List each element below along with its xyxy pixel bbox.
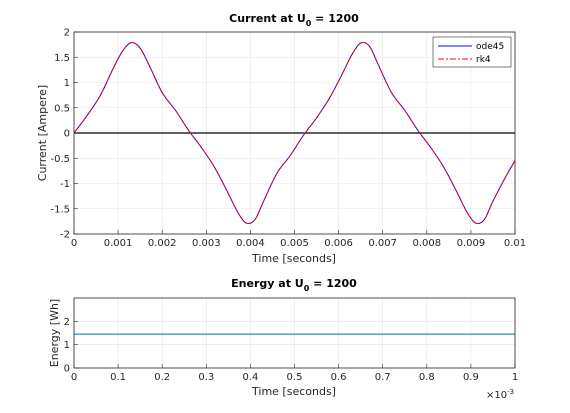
current-x-axis-label: Time [seconds] <box>251 252 336 265</box>
x-tick-label: 0.006 <box>324 238 353 249</box>
y-tick-label: -0.5 <box>50 154 70 165</box>
x-tick-label: 0.2 <box>154 372 170 383</box>
energy-x-exponent: ×10-3 <box>486 388 514 401</box>
energy-title: Energy at U0 = 1200 <box>231 277 357 293</box>
x-tick-label: 0.007 <box>368 238 397 249</box>
current-y-axis-label: Current [Ampere] <box>36 85 49 181</box>
y-tick-label: 2 <box>64 28 70 39</box>
x-tick-label: 0.9 <box>463 372 479 383</box>
x-tick-label: 0.002 <box>148 238 177 249</box>
x-tick-label: 0 <box>71 372 77 383</box>
y-tick-label: 0 <box>64 129 70 140</box>
x-tick-label: 0.003 <box>192 238 221 249</box>
y-tick-label: 1.5 <box>54 53 70 64</box>
energy-ticks: 0 0.1 0.2 0.3 0.4 0.5 0.6 0.7 0.8 0.9 1 0 1 2 <box>64 317 519 383</box>
y-tick-label: 2 <box>64 317 70 328</box>
y-tick-label: -1 <box>60 179 70 190</box>
energy-chart: 0 0.1 0.2 0.3 0.4 0.5 0.6 0.7 0.8 0.9 1 0 1 2 Energy … <box>48 277 518 401</box>
x-tick-label: 0.8 <box>419 372 435 383</box>
x-tick-label: 0.3 <box>198 372 214 383</box>
x-tick-label: 1 <box>512 372 518 383</box>
rk4-series-line <box>73 41 516 225</box>
y-tick-label: 0.5 <box>54 103 70 114</box>
current-series-group <box>73 41 516 225</box>
y-tick-label: -1.5 <box>50 204 70 215</box>
y-tick-label: 1 <box>64 78 70 89</box>
x-tick-label: 0.008 <box>412 238 441 249</box>
x-tick-label: 0.6 <box>331 372 347 383</box>
x-tick-label: 0.004 <box>236 238 265 249</box>
x-tick-label: 0.1 <box>110 372 126 383</box>
legend-box <box>432 36 512 68</box>
legend-label-rk4: rk4 <box>476 55 491 65</box>
current-ticks: 0 0.001 0.002 0.003 0.004 0.005 0.006 0.007 0.00… <box>50 28 526 250</box>
x-tick-label: 0.001 <box>104 238 133 249</box>
current-chart: 0 0.001 0.002 0.003 0.004 0.005 0.006 0.007 0.00… <box>36 12 526 265</box>
current-legend: ode45 rk4 <box>432 36 512 68</box>
x-tick-label: 0.7 <box>375 372 391 383</box>
y-tick-label: 0 <box>64 364 70 375</box>
current-title: Current at U0 = 1200 <box>229 12 359 28</box>
x-tick-label: 0.4 <box>242 372 258 383</box>
x-tick-label: 0.5 <box>287 372 303 383</box>
energy-x-axis-label: Time [seconds] <box>251 385 336 398</box>
x-tick-label: 0.01 <box>504 238 526 249</box>
x-tick-label: 0 <box>71 238 77 249</box>
legend-label-ode45: ode45 <box>476 42 504 52</box>
y-tick-label: -2 <box>60 230 70 241</box>
x-tick-label: 0.005 <box>280 238 309 249</box>
energy-y-axis-label: Energy [Wh] <box>48 299 61 367</box>
x-tick-label: 0.009 <box>457 238 486 249</box>
y-tick-label: 1 <box>64 340 70 351</box>
